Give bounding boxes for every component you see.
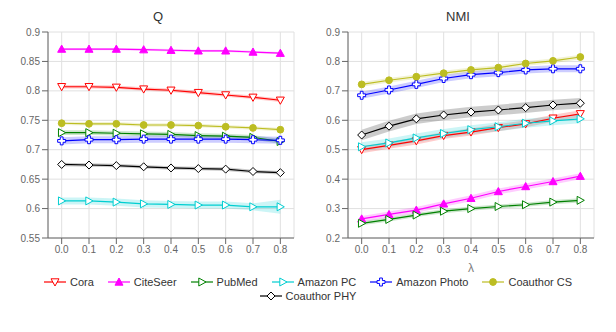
svg-text:0.2: 0.2 — [409, 244, 423, 255]
svg-text:0.5: 0.5 — [491, 244, 505, 255]
svg-text:0.5: 0.5 — [191, 244, 205, 255]
html-text:Amazon PC: Amazon PC — [297, 276, 357, 288]
html-text:Q: Q — [152, 9, 164, 24]
svg-text:0.3: 0.3 — [326, 203, 340, 214]
svg-text:0.1: 0.1 — [82, 244, 96, 255]
svg-text:0.7: 0.7 — [326, 85, 340, 96]
svg-text:0.7: 0.7 — [546, 244, 560, 255]
html-text:Coauthor CS: Coauthor CS — [508, 276, 572, 288]
html-text:NMI: NMI — [446, 9, 470, 24]
html-text:Cora: Cora — [70, 276, 94, 288]
svg-text:0.7: 0.7 — [246, 244, 260, 255]
svg-text:0.4: 0.4 — [164, 244, 178, 255]
svg-text:0.7: 0.7 — [26, 144, 40, 155]
svg-text:0.6: 0.6 — [326, 115, 340, 126]
svg-text:0.6: 0.6 — [26, 203, 40, 214]
html-text:CiteSeer: CiteSeer — [133, 276, 177, 288]
svg-text:0.2: 0.2 — [109, 244, 123, 255]
svg-text:0.9: 0.9 — [26, 27, 40, 38]
svg-text:0.2: 0.2 — [326, 233, 340, 244]
html-text:Amazon Photo: Amazon Photo — [396, 276, 469, 288]
html-text:Coauthor PHY: Coauthor PHY — [285, 290, 357, 302]
svg-text:0.8: 0.8 — [273, 244, 287, 255]
svg-text:0.75: 0.75 — [21, 115, 41, 126]
svg-text:0.3: 0.3 — [137, 244, 151, 255]
html-text:PubMed: PubMed — [216, 276, 258, 288]
svg-text:0.8: 0.8 — [326, 56, 340, 67]
svg-text:0.0: 0.0 — [355, 244, 369, 255]
svg-text:0.65: 0.65 — [21, 174, 41, 185]
svg-text:0.55: 0.55 — [21, 233, 41, 244]
svg-text:0.4: 0.4 — [326, 174, 340, 185]
svg-text:0.8: 0.8 — [573, 244, 587, 255]
svg-text:0.8: 0.8 — [26, 85, 40, 96]
svg-text:0.3: 0.3 — [437, 244, 451, 255]
svg-text:λ: λ — [468, 261, 474, 272]
svg-text:0.9: 0.9 — [326, 27, 340, 38]
svg-text:0.1: 0.1 — [382, 244, 396, 255]
svg-text:0.0: 0.0 — [55, 244, 69, 255]
svg-text:0.6: 0.6 — [519, 244, 533, 255]
svg-text:0.6: 0.6 — [219, 244, 233, 255]
svg-text:0.4: 0.4 — [464, 244, 478, 255]
svg-text:0.5: 0.5 — [326, 144, 340, 155]
svg-text:0.85: 0.85 — [21, 56, 41, 67]
